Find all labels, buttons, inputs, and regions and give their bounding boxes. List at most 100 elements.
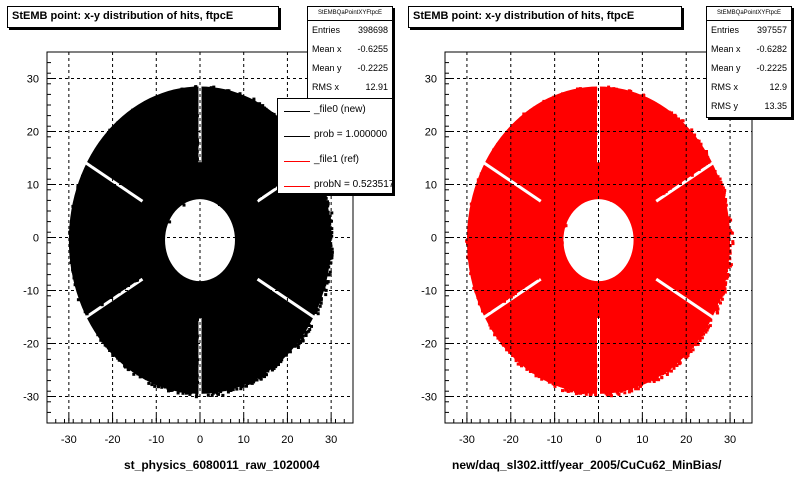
- data-point: [160, 123, 164, 127]
- data-point: [153, 314, 157, 318]
- data-point: [92, 289, 96, 293]
- data-point: [262, 263, 266, 267]
- data-point: [194, 366, 198, 370]
- data-point: [124, 271, 127, 275]
- data-point: [163, 210, 167, 213]
- data-point: [144, 120, 148, 124]
- data-point: [284, 265, 287, 268]
- data-point: [92, 237, 96, 241]
- data-point: [251, 175, 255, 178]
- data-point: [224, 370, 228, 374]
- data-point: [115, 151, 119, 155]
- data-point: [212, 97, 216, 101]
- data-point: [275, 311, 279, 315]
- data-point: [225, 187, 229, 191]
- data-point: [127, 216, 131, 220]
- data-point: [170, 135, 174, 138]
- data-point: [191, 385, 195, 389]
- data-point: [101, 249, 105, 253]
- data-point: [150, 339, 154, 343]
- data-point: [116, 124, 120, 128]
- data-point: [158, 274, 162, 278]
- data-point: [246, 279, 250, 283]
- data-point: [254, 369, 258, 373]
- data-point: [269, 360, 273, 364]
- data-point: [167, 324, 171, 327]
- data-point: [261, 223, 265, 227]
- data-point: [107, 172, 111, 176]
- data-point: [211, 147, 215, 151]
- data-point: [113, 138, 117, 142]
- data-point: [204, 319, 208, 323]
- data-point: [293, 275, 297, 279]
- data-point: [144, 311, 148, 315]
- data-point: [312, 200, 316, 204]
- data-point: [162, 219, 166, 223]
- data-point: [272, 361, 276, 365]
- data-point: [195, 345, 199, 348]
- data-point: [238, 313, 242, 317]
- data-point: [245, 161, 249, 165]
- data-point: [107, 251, 111, 255]
- data-point: [275, 220, 278, 224]
- data-point: [257, 109, 261, 113]
- data-point: [87, 268, 91, 272]
- data-point: [77, 259, 81, 263]
- data-point: [163, 152, 167, 155]
- data-point: [136, 354, 140, 358]
- data-point: [102, 326, 106, 330]
- data-point: [204, 96, 208, 100]
- data-point: [115, 196, 119, 200]
- data-point: [214, 285, 218, 289]
- data-point: [291, 235, 295, 239]
- data-point: [233, 299, 237, 303]
- data-point: [103, 289, 107, 293]
- data-point: [246, 253, 250, 257]
- data-point: [238, 348, 242, 351]
- data-point: [158, 190, 162, 194]
- data-point: [140, 186, 144, 190]
- data-point: [85, 312, 89, 316]
- data-point: [105, 219, 109, 222]
- data-point: [83, 301, 87, 305]
- data-point: [255, 116, 259, 120]
- data-point: [152, 115, 156, 119]
- data-point: [162, 349, 166, 353]
- data-point: [174, 327, 178, 331]
- data-point: [146, 170, 150, 174]
- data-point: [84, 297, 88, 301]
- data-point: [304, 261, 308, 265]
- data-point: [115, 129, 119, 133]
- data-point: [262, 352, 266, 356]
- data-point: [301, 278, 305, 282]
- data-point: [222, 330, 226, 334]
- data-point: [263, 215, 267, 219]
- data-point: [244, 149, 248, 153]
- data-point: [228, 93, 232, 96]
- data-point: [76, 239, 80, 243]
- data-point: [274, 303, 278, 307]
- data-point: [212, 85, 216, 89]
- data-point: [158, 160, 162, 164]
- data-point: [192, 371, 196, 375]
- data-point: [247, 347, 251, 351]
- data-point: [272, 364, 276, 368]
- data-point: [121, 126, 125, 130]
- data-point: [139, 114, 143, 118]
- data-point: [255, 365, 259, 369]
- data-point: [183, 341, 187, 344]
- data-point: [96, 251, 100, 255]
- data-point: [257, 147, 261, 151]
- data-point: [82, 274, 85, 278]
- data-point: [270, 279, 274, 283]
- data-point: [164, 191, 168, 195]
- data-point: [171, 379, 175, 383]
- data-point: [274, 282, 278, 286]
- data-point: [206, 372, 210, 376]
- data-point: [290, 219, 294, 222]
- data-point: [288, 313, 292, 317]
- data-point: [252, 138, 255, 142]
- data-point: [166, 209, 170, 213]
- data-point: [132, 259, 136, 263]
- data-point: [207, 353, 211, 357]
